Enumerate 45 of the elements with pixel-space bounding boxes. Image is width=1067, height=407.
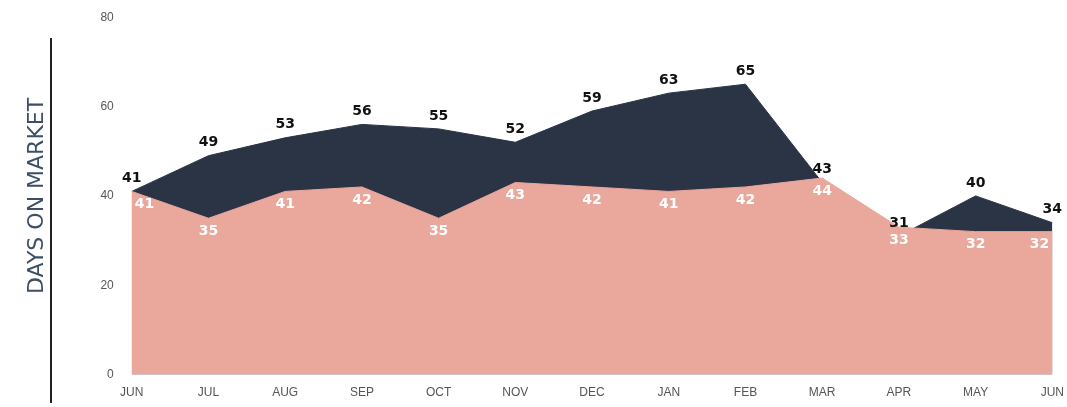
data-label: 53 bbox=[275, 115, 295, 132]
y-tick-label: 0 bbox=[107, 366, 115, 381]
x-tick-label: SEP bbox=[349, 385, 374, 400]
x-tick-label: DEC bbox=[579, 385, 606, 400]
data-label: 42 bbox=[352, 190, 372, 207]
data-label: 40 bbox=[965, 173, 986, 190]
data-label: 49 bbox=[198, 133, 219, 150]
data-label: 59 bbox=[582, 88, 602, 105]
x-tick-label: JUN bbox=[120, 385, 144, 400]
data-label: 34 bbox=[1042, 200, 1063, 217]
data-label: 65 bbox=[735, 61, 756, 78]
y-tick-label: 20 bbox=[100, 277, 115, 292]
data-label: 43 bbox=[505, 186, 526, 203]
data-label: 32 bbox=[1029, 235, 1050, 252]
data-label: 52 bbox=[505, 119, 526, 136]
data-label: 32 bbox=[965, 235, 986, 252]
data-label: 35 bbox=[428, 221, 449, 238]
x-tick-label: JUL bbox=[197, 385, 220, 400]
data-label: 43 bbox=[812, 160, 832, 177]
data-label: 56 bbox=[352, 102, 372, 119]
data-label: 44 bbox=[812, 181, 833, 198]
x-tick-label: OCT bbox=[425, 385, 452, 400]
x-tick-label: JAN bbox=[657, 385, 681, 400]
y-tick-label: 40 bbox=[100, 188, 115, 203]
data-label: 35 bbox=[198, 221, 219, 238]
x-tick-label: JUN bbox=[1040, 385, 1065, 400]
data-label: 42 bbox=[582, 190, 602, 207]
x-tick-label: MAR bbox=[808, 385, 836, 400]
data-label: 41 bbox=[659, 195, 679, 212]
x-tick-label: AUG bbox=[272, 385, 299, 400]
data-label: 41 bbox=[134, 195, 155, 212]
y-axis-title: DAYS ON MARKET bbox=[22, 97, 48, 294]
data-label: 55 bbox=[428, 106, 449, 123]
data-label: 41 bbox=[122, 169, 142, 186]
y-tick-label: 80 bbox=[100, 9, 115, 24]
y-tick-label: 60 bbox=[100, 98, 115, 113]
data-label: 31 bbox=[889, 213, 909, 230]
x-tick-label: APR bbox=[886, 385, 912, 400]
x-tick-label: FEB bbox=[733, 385, 758, 400]
x-tick-label: NOV bbox=[502, 385, 529, 400]
data-label: 33 bbox=[889, 230, 909, 247]
data-label: 42 bbox=[735, 190, 756, 207]
data-label: 63 bbox=[659, 70, 679, 87]
x-tick-label: MAY bbox=[963, 385, 989, 400]
data-label: 41 bbox=[275, 195, 295, 212]
